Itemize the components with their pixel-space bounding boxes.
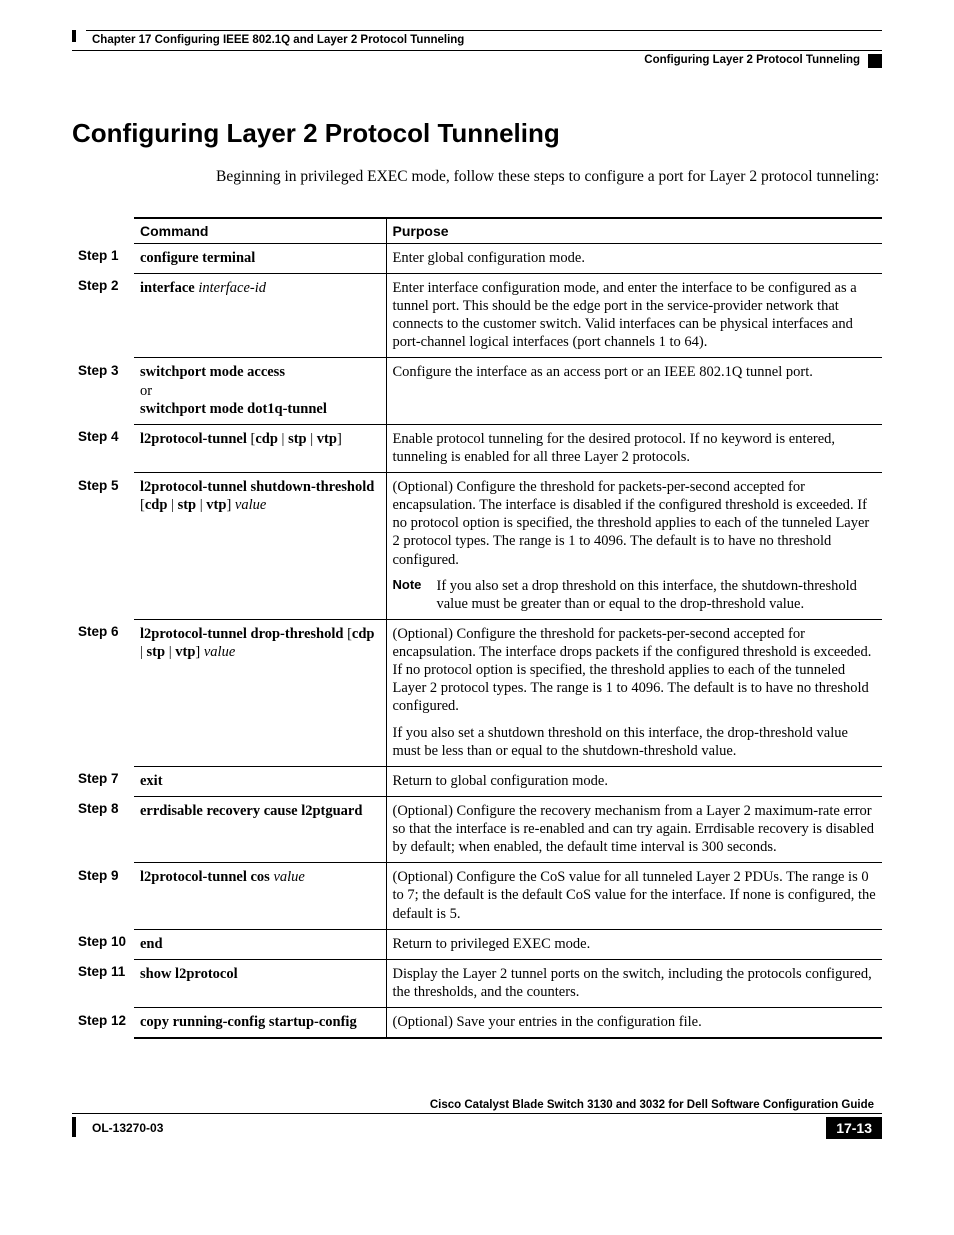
header-rule-mid <box>72 50 882 51</box>
command-cell: l2protocol-tunnel [cdp | stp | vtp] <box>134 424 386 472</box>
step-number: Step 11 <box>72 959 134 1007</box>
table-row: Step 8errdisable recovery cause l2ptguar… <box>72 796 882 862</box>
table-row: Step 7exitReturn to global configuration… <box>72 766 882 796</box>
purpose-cell: (Optional) Configure the recovery mechan… <box>386 796 882 862</box>
purpose-cell: Configure the interface as an access por… <box>386 358 882 424</box>
command-cell: exit <box>134 766 386 796</box>
step-number: Step 9 <box>72 863 134 929</box>
table-row: Step 4l2protocol-tunnel [cdp | stp | vtp… <box>72 424 882 472</box>
step-number: Step 5 <box>72 473 134 620</box>
step-number: Step 12 <box>72 1008 134 1039</box>
command-cell: copy running-config startup-config <box>134 1008 386 1039</box>
command-cell: switchport mode accessorswitchport mode … <box>134 358 386 424</box>
intro-paragraph: Beginning in privileged EXEC mode, follo… <box>216 167 882 187</box>
table-header-command: Command <box>134 218 386 244</box>
step-number: Step 7 <box>72 766 134 796</box>
purpose-cell: Enter global configuration mode. <box>386 243 882 273</box>
footer-rule <box>72 1113 882 1114</box>
purpose-cell: Enter interface configuration mode, and … <box>386 273 882 358</box>
footer-page-number: 17-13 <box>826 1117 882 1139</box>
purpose-cell: (Optional) Configure the threshold for p… <box>386 619 882 766</box>
chapter-label: Chapter 17 Configuring IEEE 802.1Q and L… <box>72 34 882 46</box>
purpose-cell: Enable protocol tunneling for the desire… <box>386 424 882 472</box>
table-row: Step 1configure terminalEnter global con… <box>72 243 882 273</box>
purpose-cell: (Optional) Configure the CoS value for a… <box>386 863 882 929</box>
command-cell: configure terminal <box>134 243 386 273</box>
step-number: Step 2 <box>72 273 134 358</box>
purpose-cell: (Optional) Configure the threshold for p… <box>386 473 882 620</box>
command-cell: interface interface-id <box>134 273 386 358</box>
table-row: Step 2interface interface-idEnter interf… <box>72 273 882 358</box>
command-cell: l2protocol-tunnel drop-threshold [cdp | … <box>134 619 386 766</box>
table-row: Step 6l2protocol-tunnel drop-threshold [… <box>72 619 882 766</box>
command-cell: l2protocol-tunnel cos value <box>134 863 386 929</box>
table-row: Step 3switchport mode accessorswitchport… <box>72 358 882 424</box>
footer-guide-title: Cisco Catalyst Blade Switch 3130 and 303… <box>72 1099 882 1111</box>
table-row: Step 9l2protocol-tunnel cos value(Option… <box>72 863 882 929</box>
table-row: Step 10endReturn to privileged EXEC mode… <box>72 929 882 959</box>
purpose-cell: Return to privileged EXEC mode. <box>386 929 882 959</box>
page-title: Configuring Layer 2 Protocol Tunneling <box>72 118 882 149</box>
section-label: Configuring Layer 2 Protocol Tunneling <box>72 54 882 66</box>
command-cell: l2protocol-tunnel shutdown-threshold [cd… <box>134 473 386 620</box>
table-row: Step 11show l2protocolDisplay the Layer … <box>72 959 882 1007</box>
page-header: Chapter 17 Configuring IEEE 802.1Q and L… <box>72 30 882 66</box>
purpose-cell: (Optional) Save your entries in the conf… <box>386 1008 882 1039</box>
step-number: Step 1 <box>72 243 134 273</box>
step-number: Step 4 <box>72 424 134 472</box>
command-cell: show l2protocol <box>134 959 386 1007</box>
command-cell: errdisable recovery cause l2ptguard <box>134 796 386 862</box>
table-header-blank <box>72 218 134 244</box>
purpose-cell: Return to global configuration mode. <box>386 766 882 796</box>
page-footer: Cisco Catalyst Blade Switch 3130 and 303… <box>72 1099 882 1139</box>
step-number: Step 8 <box>72 796 134 862</box>
table-header-purpose: Purpose <box>386 218 882 244</box>
footer-doc-number: OL-13270-03 <box>72 1121 163 1135</box>
steps-table: Command Purpose Step 1configure terminal… <box>72 217 882 1039</box>
step-number: Step 10 <box>72 929 134 959</box>
command-cell: end <box>134 929 386 959</box>
step-number: Step 3 <box>72 358 134 424</box>
table-row: Step 12copy running-config startup-confi… <box>72 1008 882 1039</box>
step-number: Step 6 <box>72 619 134 766</box>
header-rule <box>86 30 882 31</box>
table-row: Step 5l2protocol-tunnel shutdown-thresho… <box>72 473 882 620</box>
purpose-cell: Display the Layer 2 tunnel ports on the … <box>386 959 882 1007</box>
